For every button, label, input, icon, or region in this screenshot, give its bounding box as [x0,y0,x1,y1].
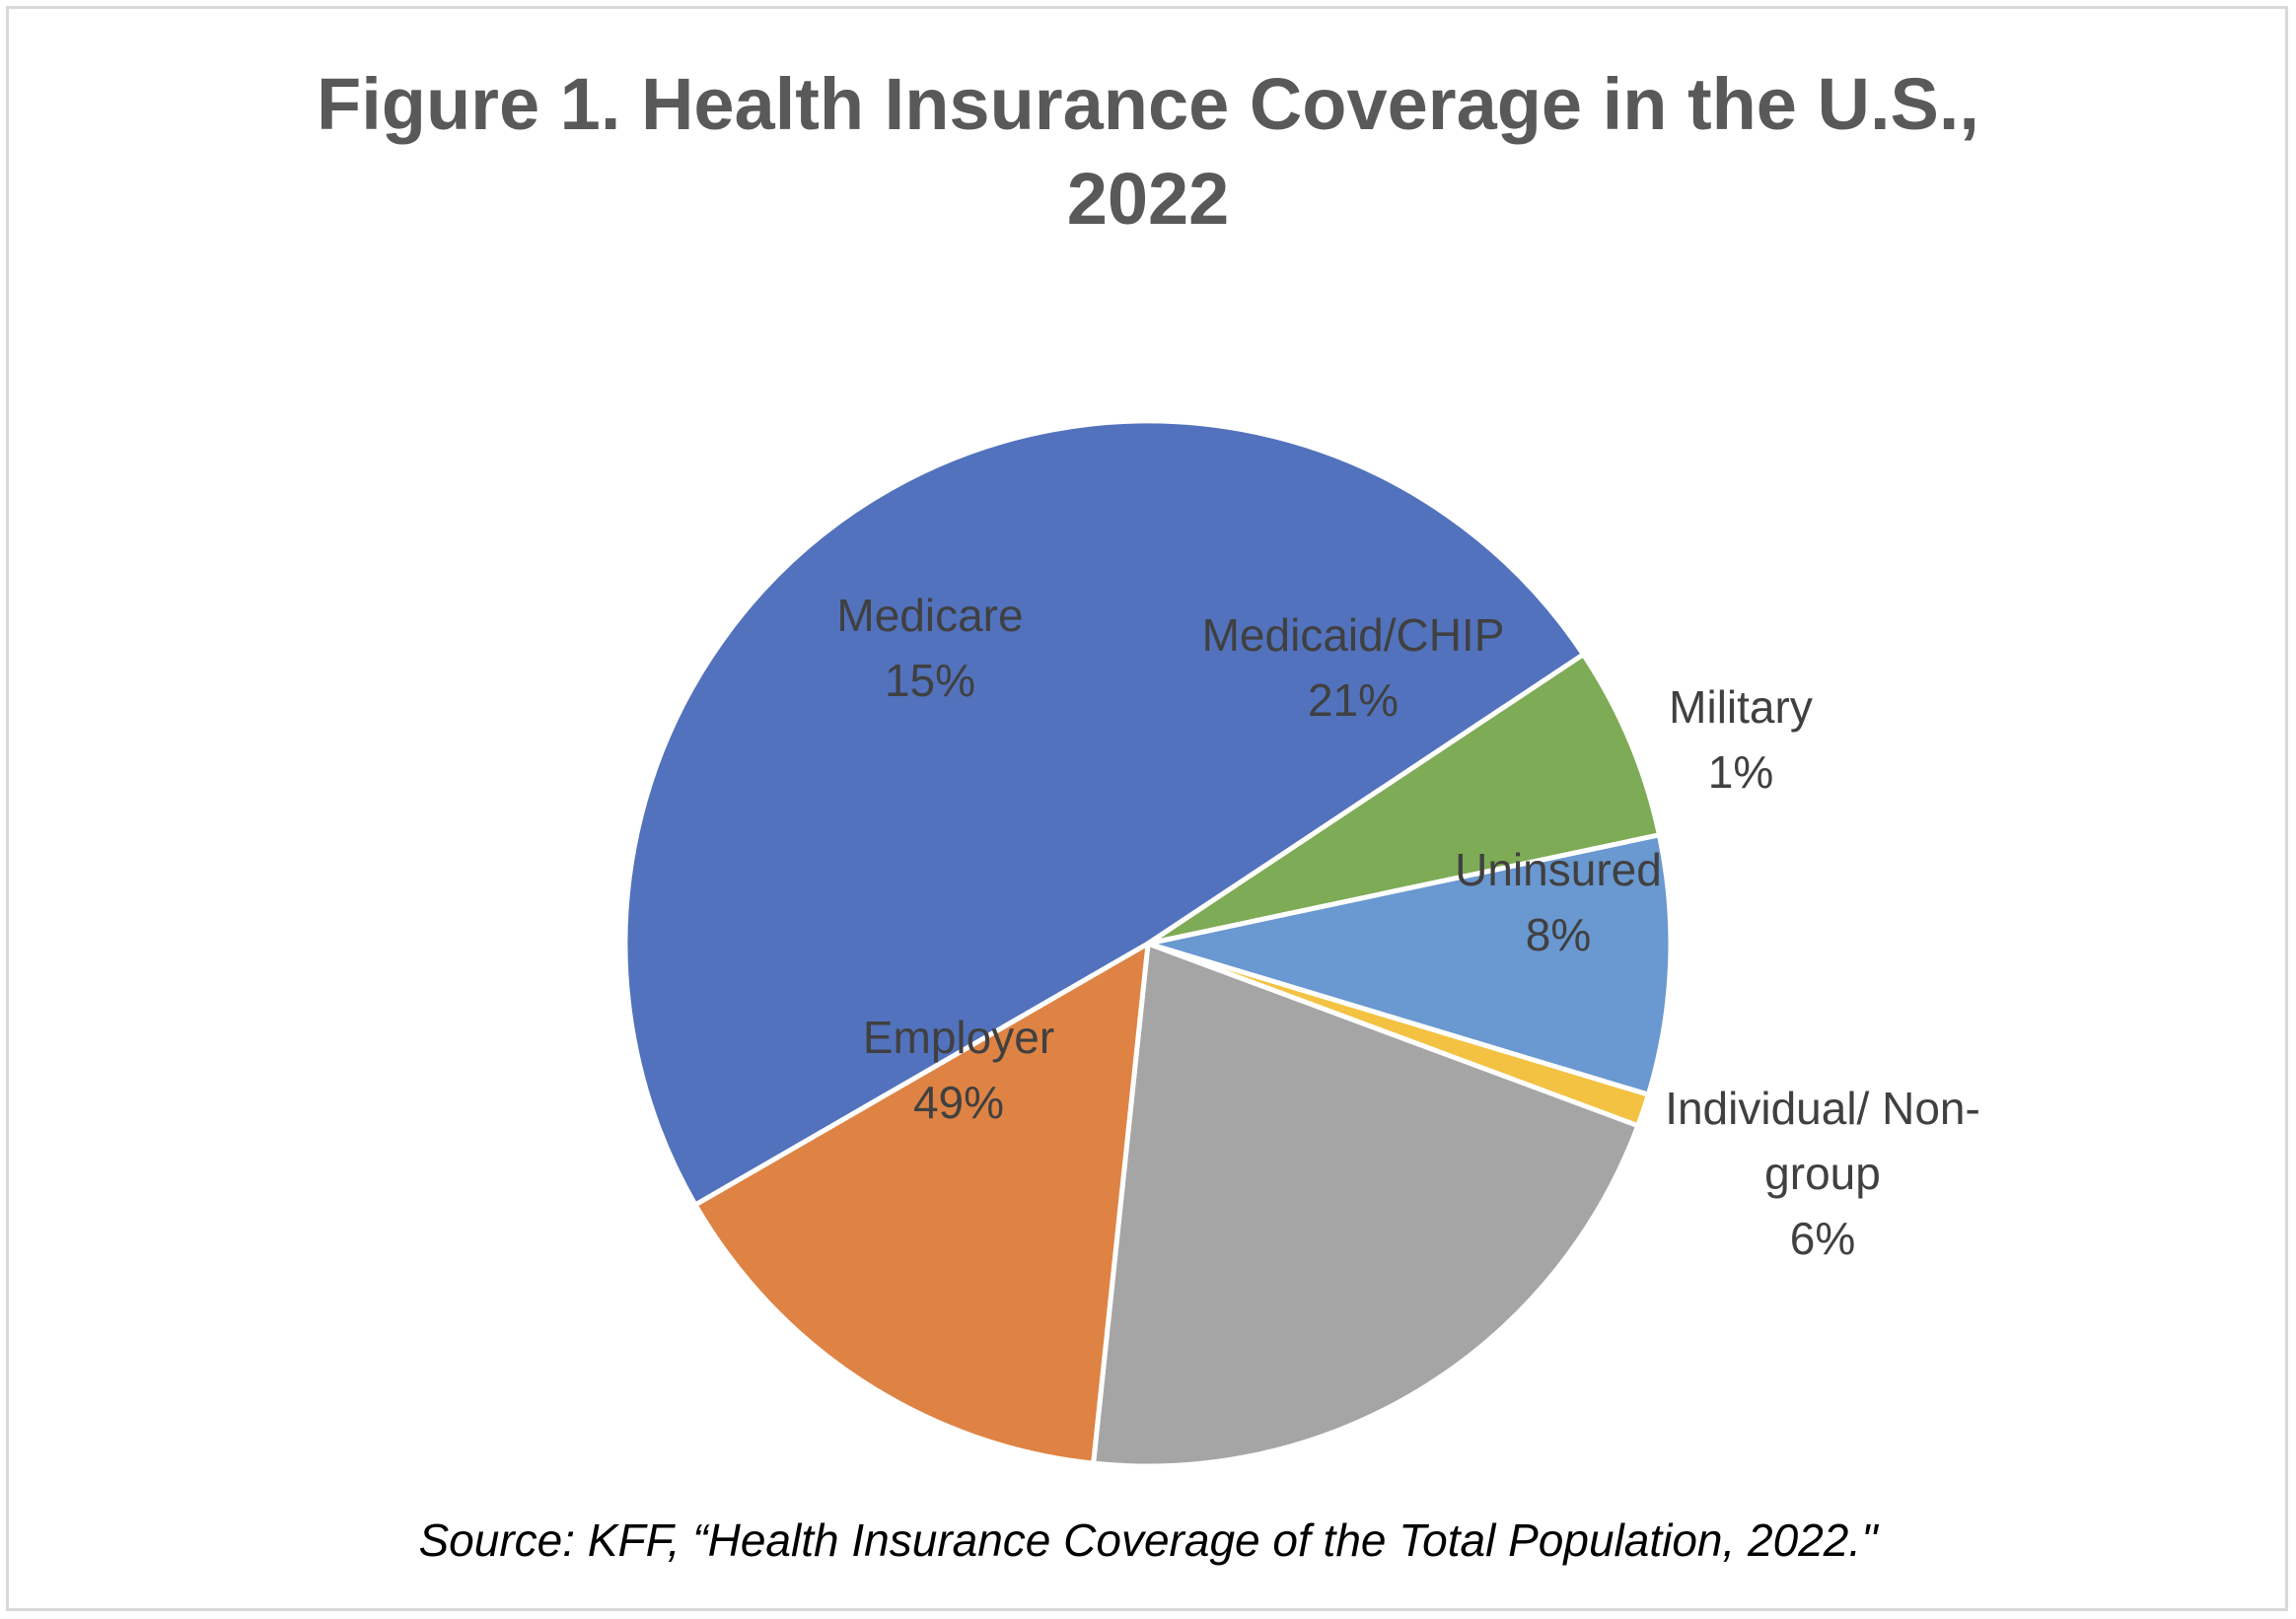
chart-title: Figure 1. Health Insurance Coverage in t… [0,57,2296,246]
slice-category-label: Uninsured [1455,844,1662,895]
chart-source: Source: KFF, “Health Insurance Coverage … [418,1514,1878,1566]
slice-category-label: Medicare [836,590,1023,641]
slice-category-label: Medicaid/CHIP [1202,609,1505,661]
slice-label-2: Uninsured 8% [1455,844,1662,960]
chart-title-line-1: Figure 1. Health Insurance Coverage in t… [317,63,1979,145]
slice-percent-label: 1% [1708,746,1773,798]
slice-percent-label: 6% [1790,1213,1855,1264]
pie-slices [622,418,1674,1469]
slice-label-5: Medicare 15% [836,590,1023,706]
pie-slice-2 [1145,832,1674,1097]
slice-category-label: Employer [863,1012,1054,1063]
pie-slice-1 [1145,652,1662,947]
slice-percent-label: 49% [913,1077,1004,1128]
pie-labels: Employer 49% Individual/ Non-group 6% Uninsu… [836,590,1979,1264]
slice-label-1: Individual/ Non-group 6% [1665,1083,1980,1264]
slice-label-0: Employer 49% [863,1012,1054,1128]
slice-label-4: Medicaid/CHIP 21% [1202,609,1505,726]
slice-label-3: Military 1% [1669,681,1813,798]
chart-title-line-2: 2022 [1066,158,1230,240]
slice-percent-label: 8% [1526,909,1591,960]
slice-percent-label: 21% [1308,674,1399,726]
pie-slice-5 [692,941,1151,1466]
pie-slice-4 [1091,941,1641,1469]
pie-slice-0 [622,418,1586,1208]
slice-percent-label: 15% [885,655,975,706]
slice-category-label: Military [1669,681,1813,733]
slice-category-label: Individual/ Non- [1665,1083,1980,1134]
slice-category-label: group [1764,1148,1881,1199]
